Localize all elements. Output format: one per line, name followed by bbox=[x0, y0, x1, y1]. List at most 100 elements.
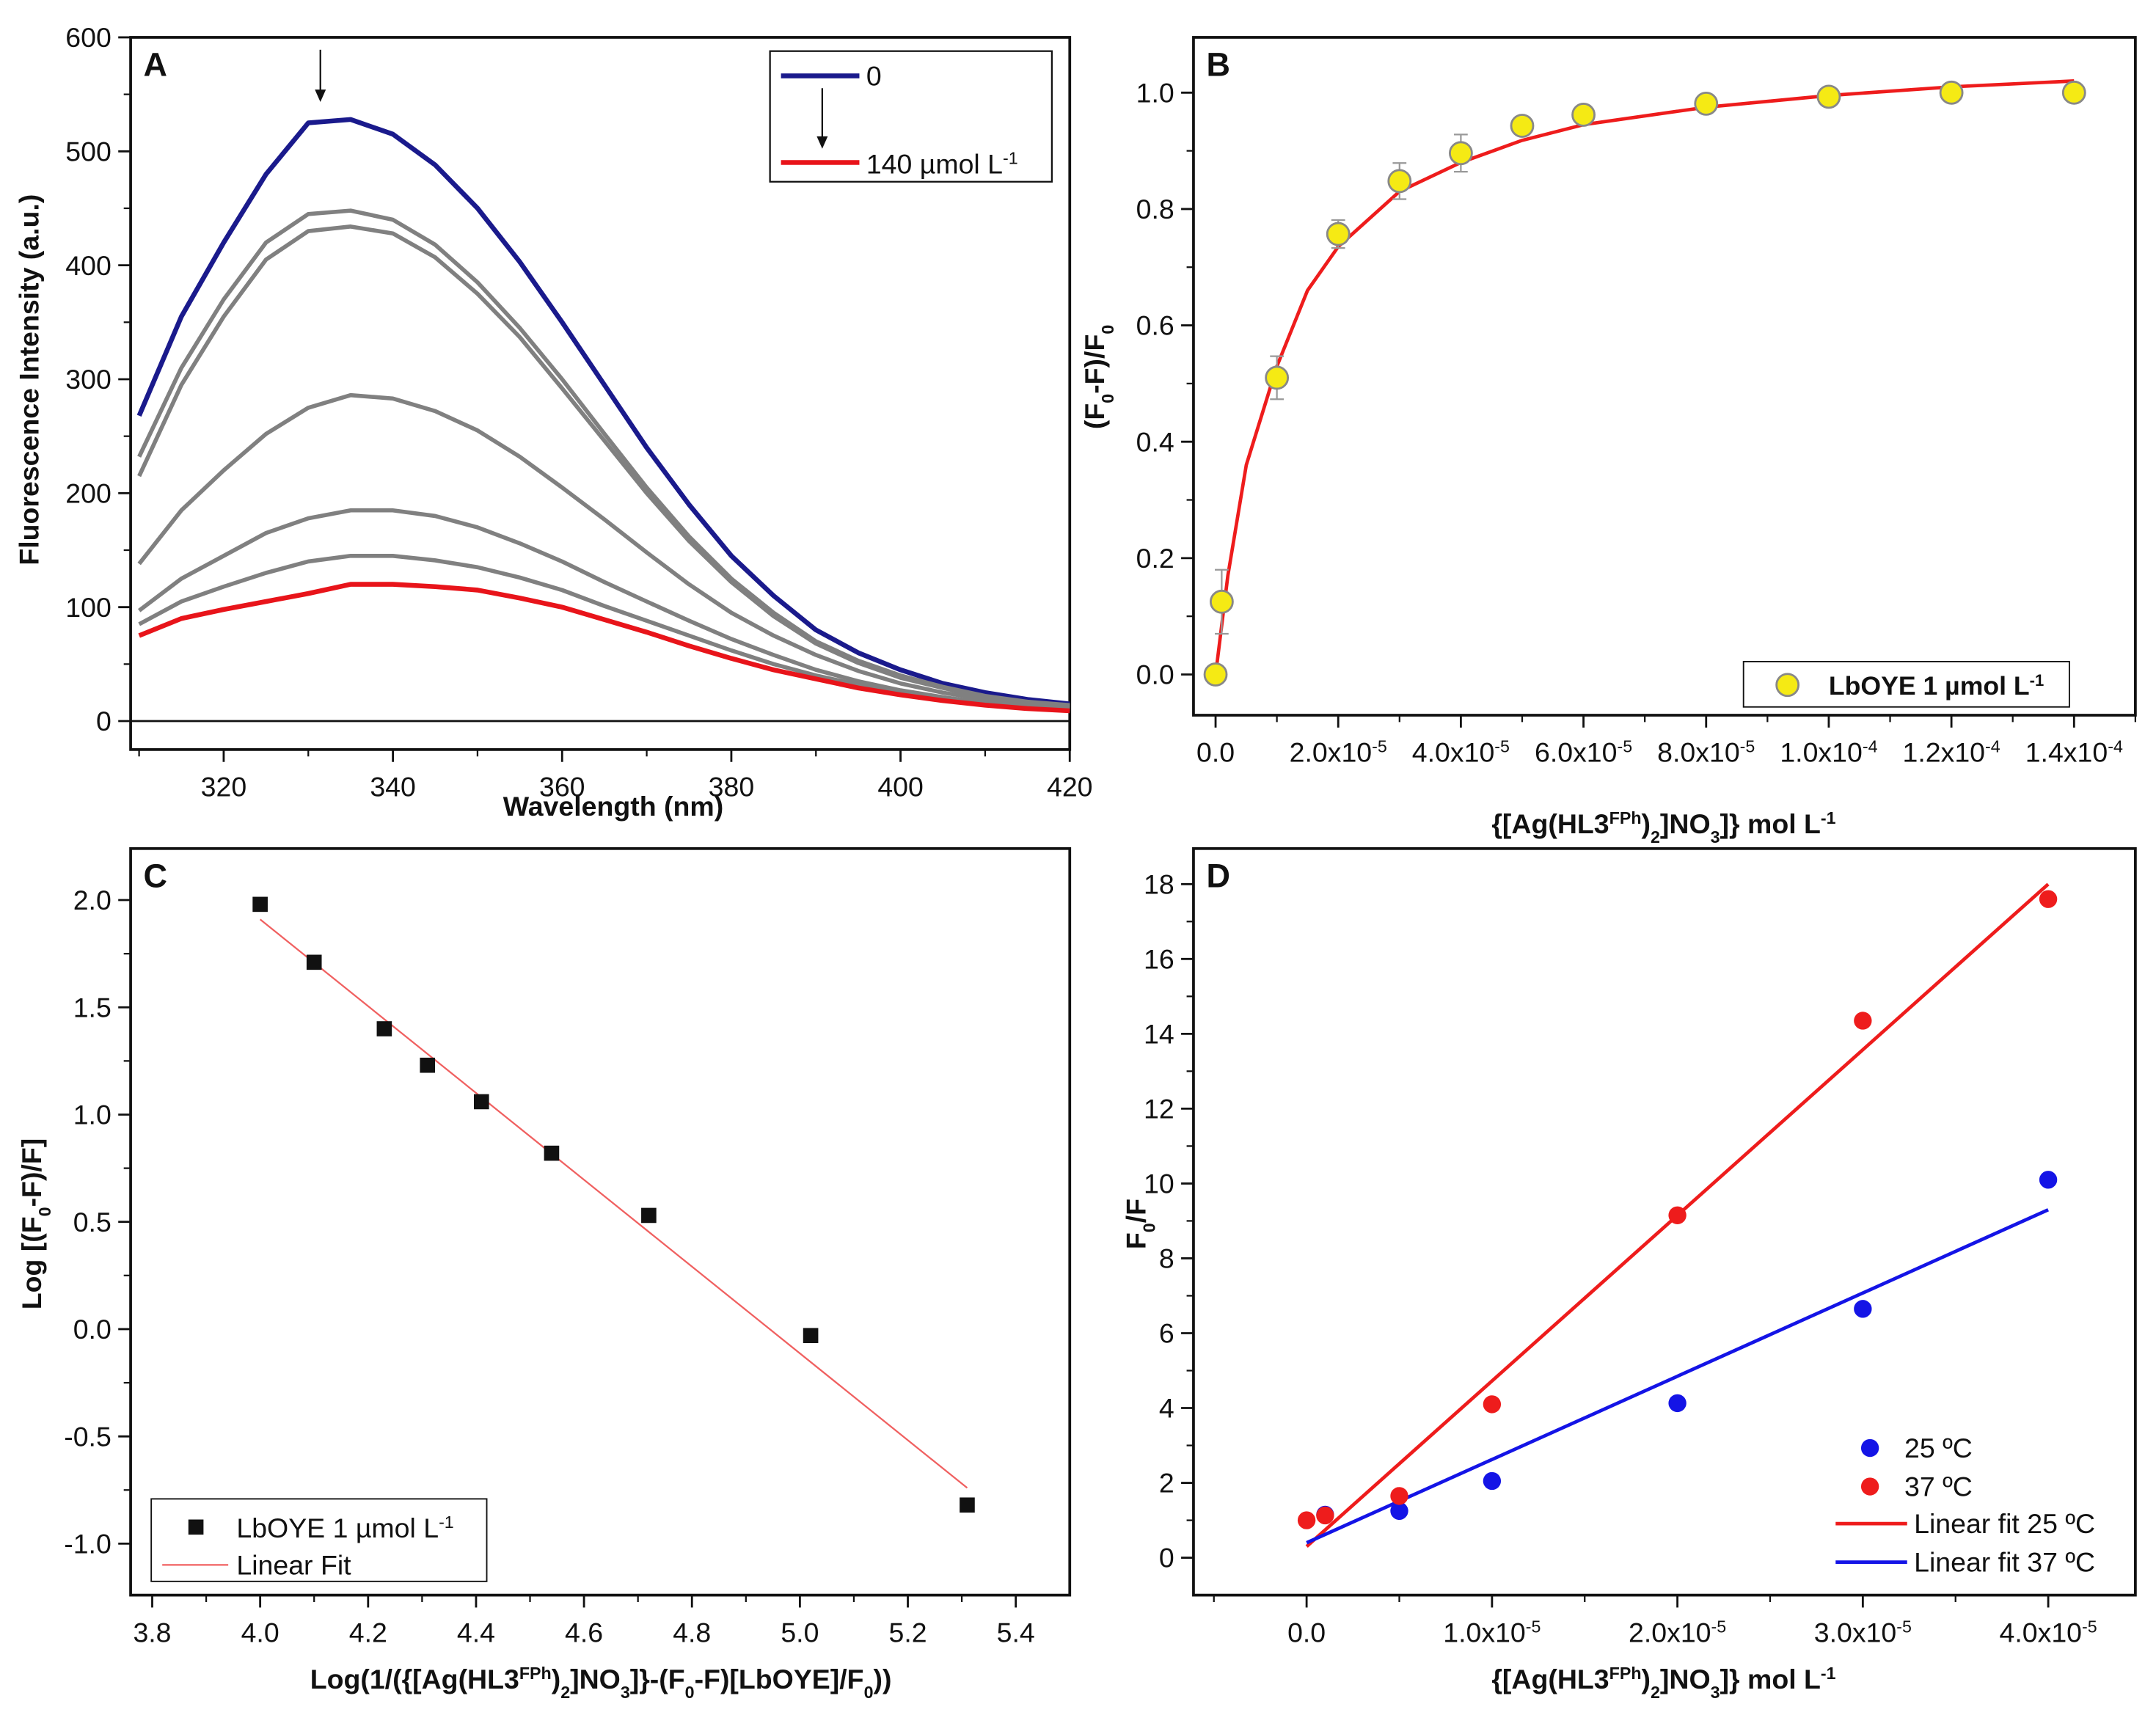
data-point bbox=[1448, 141, 1473, 166]
x-axis-title: Log(1/({[Ag(HL3FPh)2]NO3]}-(F0-F)[LbOYE]… bbox=[310, 1664, 892, 1702]
x-tick-label: 4.0 bbox=[241, 1617, 279, 1648]
x-axis-title: {[Ag(HL3FPh)2]NO3]} mol L-1 bbox=[1491, 1664, 1835, 1702]
x-tick-label: 6.0x10-5 bbox=[1535, 737, 1632, 768]
legend-label: Linear fit 25 ºC bbox=[1914, 1508, 2095, 1539]
data-point bbox=[1854, 1012, 1872, 1030]
y-tick-label: 0.0 bbox=[73, 1314, 112, 1345]
data-point bbox=[306, 954, 322, 970]
legend: LbOYE 1 µmol L-1 Linear Fit bbox=[150, 1498, 488, 1582]
plot-frame bbox=[129, 846, 1072, 1597]
y-tick-label: 4 bbox=[1159, 1393, 1174, 1424]
x-tick-label: 320 bbox=[201, 772, 247, 802]
y-tick-label: 2.0 bbox=[73, 885, 112, 915]
panel-a: A 320 340 360 380 400 420 0 100 200 300 400 500 600 Wa… bbox=[13, 22, 1092, 822]
legend: LbOYE 1 µmol L-1 bbox=[1742, 660, 2070, 708]
data-point bbox=[1510, 114, 1535, 138]
y-tick-label: 100 bbox=[65, 592, 112, 623]
y-tick-label: 0 bbox=[96, 706, 112, 736]
x-tick-label: 4.0x10-5 bbox=[2000, 1617, 2097, 1648]
y-tick-label: 6 bbox=[1159, 1318, 1174, 1349]
y-axis-title: (F0-F)/F0 bbox=[1079, 325, 1117, 429]
legend-box bbox=[150, 1498, 488, 1582]
legend-label: 0 bbox=[866, 61, 882, 92]
data-point bbox=[1265, 365, 1290, 390]
data-point bbox=[1668, 1394, 1687, 1413]
peak-arrow-head-icon bbox=[315, 89, 326, 103]
series-line-gray3 bbox=[137, 392, 1070, 710]
y-tick-label: 600 bbox=[65, 22, 112, 53]
y-tick-label: 0.6 bbox=[1136, 310, 1174, 341]
y-tick-label: 10 bbox=[1144, 1169, 1174, 1199]
data-point bbox=[1939, 80, 1964, 105]
data-point bbox=[2061, 80, 2086, 105]
x-tick-label: 8.0x10-5 bbox=[1657, 737, 1755, 768]
y-tick-label: 500 bbox=[65, 136, 112, 167]
x-tick-label: 0.0 bbox=[1196, 737, 1235, 768]
series-line-gray4 bbox=[137, 508, 1070, 711]
y-tick-label: 0.0 bbox=[1136, 659, 1174, 690]
data-point bbox=[1390, 1487, 1408, 1505]
series-line-140-mol-l-1- bbox=[138, 582, 1070, 714]
series-line-gray1 bbox=[137, 208, 1070, 708]
legend: 0 140 µmol L-1 bbox=[769, 50, 1053, 183]
data-point bbox=[1326, 222, 1351, 246]
data-point bbox=[1209, 589, 1234, 614]
data-point bbox=[1203, 662, 1228, 687]
data-point bbox=[376, 1021, 392, 1036]
panel-label: B bbox=[1206, 45, 1229, 83]
x-tick-label: 1.0x10-5 bbox=[1443, 1617, 1541, 1648]
y-tick-label: 200 bbox=[65, 478, 112, 508]
data-point bbox=[1816, 84, 1841, 109]
y-tick-label: 0.5 bbox=[73, 1207, 112, 1237]
legend-box bbox=[769, 50, 1053, 183]
series-line-0 bbox=[136, 117, 1070, 706]
data-point bbox=[2039, 890, 2058, 908]
legend-label: 25 ºC bbox=[1904, 1433, 1973, 1463]
y-tick-label: 2 bbox=[1159, 1468, 1174, 1499]
x-tick-label: 4.4 bbox=[457, 1617, 495, 1648]
y-tick-label: 1.5 bbox=[73, 992, 112, 1023]
data-point bbox=[1854, 1300, 1872, 1318]
legend-label: Linear Fit bbox=[236, 1549, 351, 1580]
legend-marker bbox=[1860, 1438, 1879, 1458]
legend-marker bbox=[1775, 673, 1800, 698]
panel-label: A bbox=[144, 45, 167, 83]
x-tick-label: 5.0 bbox=[781, 1617, 819, 1648]
x-tick-label: 5.4 bbox=[997, 1617, 1035, 1648]
data-point bbox=[473, 1094, 489, 1110]
x-tick-label: 340 bbox=[370, 772, 416, 802]
x-tick-label: 380 bbox=[709, 772, 755, 802]
data-point bbox=[803, 1328, 819, 1344]
x-tick-label: 420 bbox=[1047, 772, 1093, 802]
y-axis-title: F0/F bbox=[1120, 1199, 1158, 1249]
data-point bbox=[2039, 1171, 2058, 1189]
y-tick-label: 0 bbox=[1159, 1543, 1174, 1573]
plot-frame bbox=[1192, 36, 2137, 717]
data-point bbox=[1316, 1506, 1334, 1525]
y-tick-label: -1.0 bbox=[64, 1529, 112, 1559]
data-point bbox=[544, 1145, 560, 1161]
x-tick-label: 4.6 bbox=[565, 1617, 603, 1648]
plot-frame bbox=[129, 36, 1072, 751]
data-point bbox=[1483, 1471, 1502, 1491]
legend-label: 140 µmol L-1 bbox=[866, 149, 1018, 180]
plot-frame bbox=[1192, 846, 2137, 1597]
legend: 25 ºC 37 ºC Linear fit 25 ºC Linear fit 37 … bbox=[1835, 1433, 2095, 1578]
data-point bbox=[1387, 169, 1412, 194]
panel-c: C 3.8 4.0 4.2 4.4 4.6 4.8 5.0 5.2 5.4 -1.0 -0.5 0.0 0… bbox=[16, 846, 1072, 1702]
data-point bbox=[641, 1207, 657, 1224]
data-point bbox=[1483, 1395, 1502, 1414]
data-point bbox=[1297, 1511, 1316, 1529]
x-tick-label: 3.0x10-5 bbox=[1814, 1617, 1912, 1648]
x-tick-label: 2.0x10-5 bbox=[1290, 737, 1387, 768]
x-tick-label: 0.0 bbox=[1287, 1617, 1326, 1648]
panel-b: B 0.0 2.0x10-5 4.0x10-5 6.0x10-5 8.0x10-5 1.0x… bbox=[1079, 36, 2137, 846]
y-tick-label: 14 bbox=[1144, 1018, 1174, 1049]
panel-label: C bbox=[144, 857, 167, 894]
x-axis-title: {[Ag(HL3FPh)2]NO3]} mol L-1 bbox=[1491, 808, 1835, 846]
x-tick-label: 4.8 bbox=[673, 1617, 711, 1648]
y-tick-label: 18 bbox=[1144, 869, 1174, 899]
series-line-gray2 bbox=[137, 224, 1070, 709]
data-point bbox=[1694, 91, 1719, 116]
